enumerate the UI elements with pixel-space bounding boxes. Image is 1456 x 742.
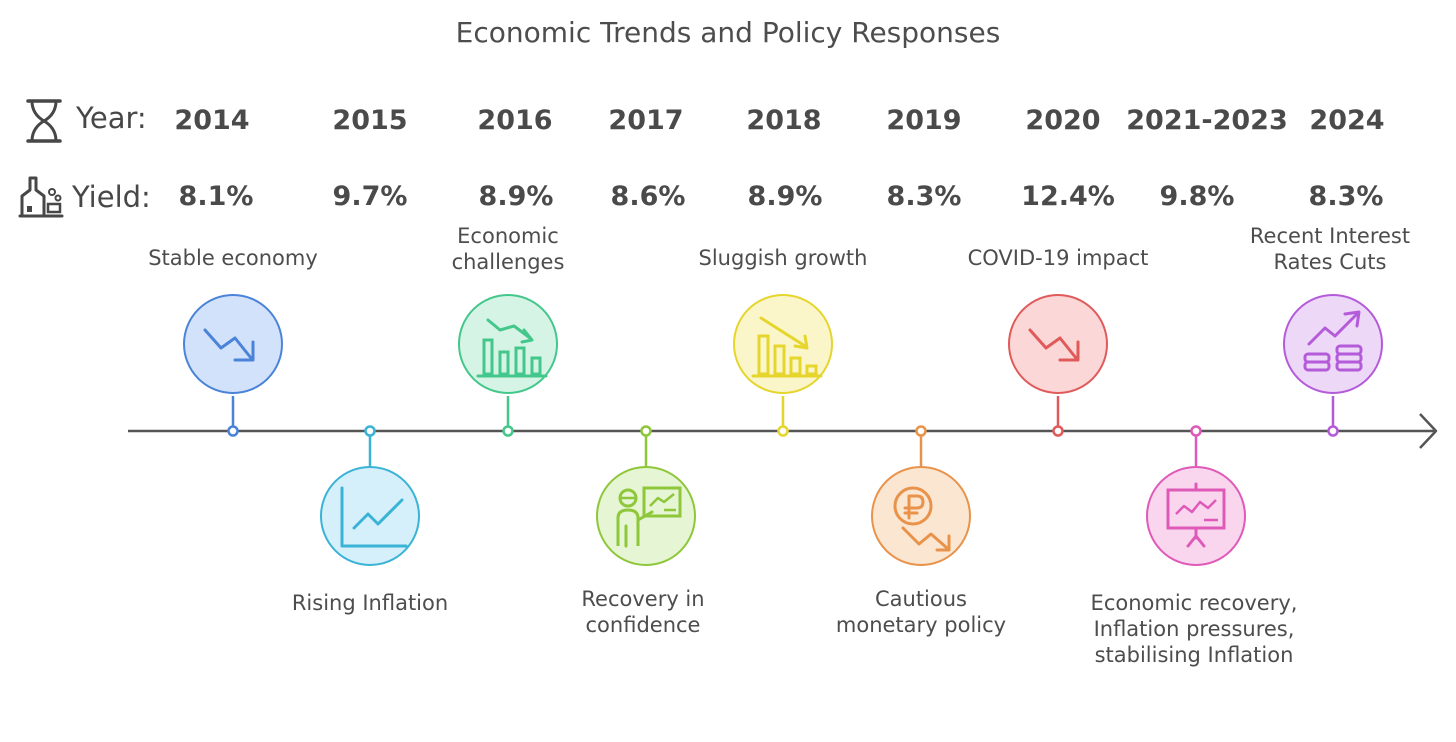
timeline-arrow-icon	[1419, 413, 1438, 449]
dot-2020	[1052, 425, 1064, 437]
label-2021-2023: Economic recovery, Inflation pressures, …	[1090, 591, 1298, 667]
year-row-label: Year:	[76, 101, 147, 135]
circle-2016	[458, 294, 558, 394]
declining-bars-icon	[476, 318, 548, 378]
yield-row-label: Yield:	[72, 180, 151, 214]
dot-2017	[640, 425, 652, 437]
circle-2024	[1283, 294, 1383, 394]
year-2024: 2024	[1309, 105, 1385, 136]
label-2015: Rising Inflation	[291, 591, 449, 615]
currency-decline-icon	[893, 486, 951, 552]
label-2017: Recovery in confidence	[581, 587, 705, 637]
dot-2018	[777, 425, 789, 437]
year-2015: 2015	[332, 105, 408, 136]
yield-2020: 12.4%	[1021, 181, 1115, 212]
circle-2018	[733, 294, 833, 394]
circle-2020	[1008, 294, 1108, 394]
circle-2015	[320, 466, 420, 566]
dot-2015	[364, 425, 376, 437]
yield-2015: 9.7%	[332, 181, 408, 212]
shrinking-bars-icon	[751, 316, 823, 378]
circle-2014	[183, 294, 283, 394]
yield-2024: 8.3%	[1308, 181, 1384, 212]
label-2019: Cautious monetary policy	[835, 587, 1007, 637]
hourglass-icon	[24, 98, 64, 144]
chart-board-icon	[1166, 482, 1226, 548]
yield-2017: 8.6%	[610, 181, 686, 212]
yield-2016: 8.9%	[478, 181, 554, 212]
dot-2016	[502, 425, 514, 437]
circle-2017	[596, 466, 696, 566]
yield-2018: 8.9%	[747, 181, 823, 212]
year-2014: 2014	[174, 105, 250, 136]
circle-2021-2023	[1146, 466, 1246, 566]
year-2021-2023: 2021-2023	[1126, 105, 1288, 136]
dot-2021-2023	[1190, 425, 1202, 437]
coins-growth-icon	[1303, 310, 1363, 372]
circle-2019	[871, 466, 971, 566]
presenter-icon	[616, 486, 682, 548]
yield-2019: 8.3%	[886, 181, 962, 212]
year-2016: 2016	[477, 105, 553, 136]
label-2018: Sluggish growth	[698, 246, 868, 270]
factory-icon	[18, 174, 64, 220]
label-2020: COVID-19 impact	[967, 246, 1149, 270]
line-chart-icon	[340, 486, 408, 548]
trend-down-icon	[1028, 328, 1080, 362]
year-2017: 2017	[608, 105, 684, 136]
dot-2024	[1327, 425, 1339, 437]
label-2024: Recent Interest Rates Cuts	[1249, 224, 1411, 274]
year-2020: 2020	[1025, 105, 1101, 136]
label-2016: Economic challenges	[451, 224, 565, 274]
yield-2014: 8.1%	[178, 181, 254, 212]
year-2018: 2018	[746, 105, 822, 136]
year-2019: 2019	[886, 105, 962, 136]
label-2014: Stable economy	[148, 246, 318, 270]
yield-2021-2023: 9.8%	[1159, 181, 1235, 212]
dot-2014	[227, 425, 239, 437]
dot-2019	[915, 425, 927, 437]
page-title: Economic Trends and Policy Responses	[455, 16, 1001, 49]
trend-down-icon	[203, 328, 255, 362]
